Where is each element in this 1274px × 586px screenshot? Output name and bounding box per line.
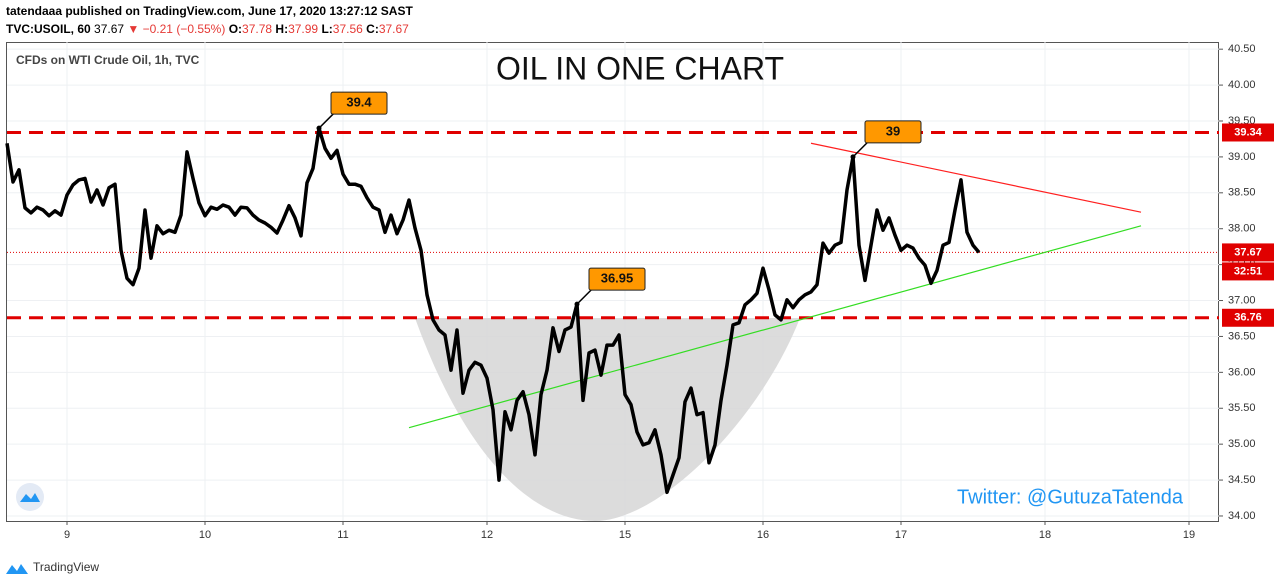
low: 37.56: [333, 22, 363, 36]
close-label: C:: [366, 22, 379, 36]
countdown: 32:51: [1234, 265, 1262, 277]
high: 37.99: [288, 22, 318, 36]
y-tick-label: 34.50: [1228, 474, 1256, 486]
y-tick-label: 40.50: [1228, 43, 1256, 55]
y-tick-label: 38.00: [1228, 223, 1256, 235]
countdown-box: [1222, 262, 1274, 281]
logo-icon: [20, 493, 40, 502]
trend-line: [408, 225, 1142, 429]
annotation: Twitter: @GutuzaTatenda: [957, 486, 1184, 508]
callout-box: [330, 91, 388, 115]
y-tick-label: 36.00: [1228, 366, 1256, 378]
footer-logo: [6, 564, 28, 574]
last-price-tag-label: 37.67: [1234, 246, 1262, 258]
y-tick-label: 35.00: [1228, 438, 1256, 450]
level-tag-box: [1222, 123, 1274, 142]
trend-line: [810, 142, 1142, 213]
y-tick-label: 35.50: [1228, 402, 1256, 414]
y-tick-label: 39.00: [1228, 151, 1256, 163]
callout-label: 39: [886, 123, 900, 138]
x-tick-label: 18: [1039, 529, 1051, 541]
logo-badge: [16, 483, 44, 511]
callout-label: 39.4: [346, 95, 372, 110]
x-tick-label: 11: [337, 529, 348, 541]
symbol: TVC:USOIL, 60: [6, 22, 91, 36]
symbol-line: TVC:USOIL, 60 37.67 ▼ −0.21 (−0.55%) O:3…: [6, 22, 409, 36]
publisher-text: tatendaaa published on TradingView.com, …: [6, 4, 413, 18]
price-line: [5, 126, 981, 495]
change: ▼ −0.21 (−0.55%): [127, 22, 225, 36]
open: 37.78: [242, 22, 272, 36]
y-tick-label: 38.50: [1228, 187, 1256, 199]
close: 37.67: [379, 22, 409, 36]
callout-label: 36.95: [601, 271, 634, 286]
low-label: L:: [321, 22, 332, 36]
level-tag-label: 36.76: [1234, 312, 1262, 324]
x-tick-label: 17: [895, 529, 907, 541]
price: 37.67: [94, 22, 124, 36]
callout-box: [588, 267, 646, 291]
y-tick-label: 36.50: [1228, 330, 1256, 342]
x-tick-label: 12: [481, 529, 493, 541]
publisher: tatendaaa published on TradingView.com, …: [6, 4, 413, 18]
x-tick-label: 15: [619, 529, 631, 541]
x-tick-label: 16: [757, 529, 769, 541]
chart-title: OIL IN ONE CHART: [496, 50, 784, 86]
level-tag-box: [1222, 308, 1274, 327]
subtitle: CFDs on WTI Crude Oil, 1h, TVC: [16, 53, 200, 67]
x-tick-label: 19: [1183, 529, 1195, 541]
callout-box: [864, 120, 922, 144]
plot-frame: [6, 42, 1219, 522]
cup-shape: [415, 318, 800, 521]
open-label: O:: [229, 22, 242, 36]
x-tick-label: 10: [199, 529, 211, 541]
last-price-tag-box: [1222, 243, 1274, 262]
y-tick-label: 40.00: [1228, 79, 1256, 91]
level-tag-label: 39.34: [1234, 126, 1262, 138]
footer: TradingView: [33, 560, 99, 574]
y-tick-label: 34.00: [1228, 510, 1256, 522]
high-label: H:: [275, 22, 288, 36]
y-tick-label: 37.00: [1228, 294, 1256, 306]
x-tick-label: 9: [64, 529, 70, 541]
